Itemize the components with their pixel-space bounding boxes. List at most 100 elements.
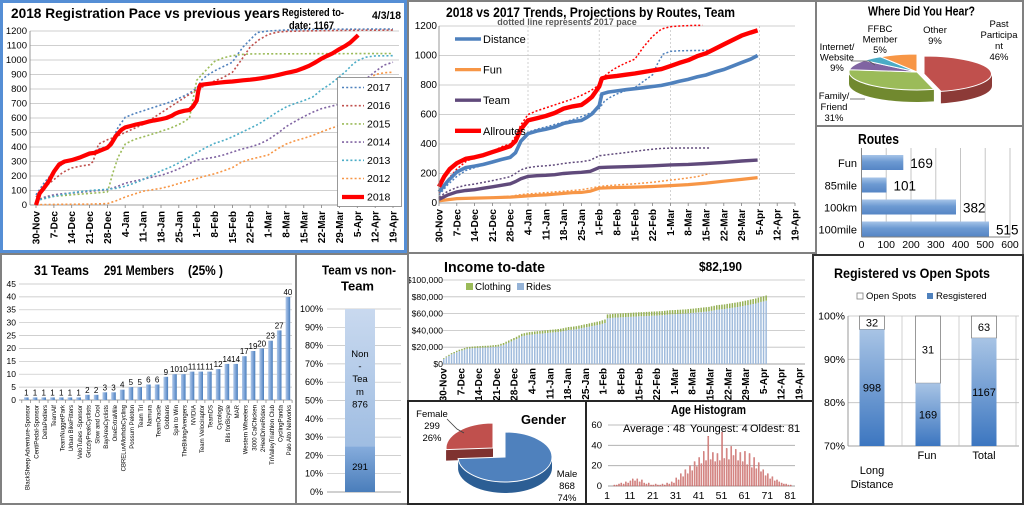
svg-text:60: 60 xyxy=(591,420,602,431)
svg-text:10: 10 xyxy=(7,369,17,379)
svg-text:18-Jan: 18-Jan xyxy=(563,368,574,400)
svg-text:19-Apr: 19-Apr xyxy=(791,209,802,241)
svg-text:30-Nov: 30-Nov xyxy=(32,211,43,245)
svg-text:11: 11 xyxy=(624,490,635,502)
svg-text:25-Jan: 25-Jan xyxy=(581,368,592,400)
svg-text:Team: Team xyxy=(483,95,510,107)
svg-text:TheBikingAvengers: TheBikingAvengers xyxy=(183,405,189,457)
svg-text:Allroutes: Allroutes xyxy=(483,126,526,138)
svg-text:Male: Male xyxy=(557,469,578,480)
svg-text:300: 300 xyxy=(11,157,27,168)
svg-text:20: 20 xyxy=(7,343,17,353)
svg-text:30-Nov: 30-Nov xyxy=(435,209,446,243)
svg-text:FFBC: FFBC xyxy=(868,24,893,35)
svg-text:0: 0 xyxy=(431,198,437,209)
svg-text:29-Mar: 29-Mar xyxy=(741,368,752,400)
svg-text:291: 291 xyxy=(352,462,368,473)
svg-text:40: 40 xyxy=(7,292,17,302)
svg-text:2013: 2013 xyxy=(367,155,391,167)
svg-text:600: 600 xyxy=(11,113,27,124)
svg-text:Team vs non-: Team vs non- xyxy=(322,263,396,278)
svg-text:5: 5 xyxy=(137,378,142,387)
svg-text:Gobbans: Gobbans xyxy=(165,405,171,429)
svg-text:7-Dec: 7-Dec xyxy=(456,368,467,396)
svg-text:291 Members: 291 Members xyxy=(104,263,174,278)
svg-text:1: 1 xyxy=(50,388,55,397)
svg-text:40: 40 xyxy=(283,288,292,297)
svg-text:Team Trl: Team Trl xyxy=(139,405,145,428)
svg-text:9: 9 xyxy=(164,368,169,377)
svg-text:5: 5 xyxy=(11,382,16,392)
svg-text:15-Feb: 15-Feb xyxy=(228,211,239,243)
svg-text:2018 vs 2017 Trends, Projectio: 2018 vs 2017 Trends, Projections by Rout… xyxy=(446,5,735,20)
svg-text:1: 1 xyxy=(59,388,64,397)
svg-text:29-Mar: 29-Mar xyxy=(737,209,748,241)
svg-text:9%: 9% xyxy=(830,63,844,74)
svg-text:21-Dec: 21-Dec xyxy=(488,209,499,242)
svg-text:31 Teams: 31 Teams xyxy=(34,263,89,278)
svg-text:2HeelDriveRiders: 2HeelDriveRiders xyxy=(261,405,267,452)
svg-text:1000: 1000 xyxy=(415,51,438,62)
svg-text:32: 32 xyxy=(866,318,878,330)
svg-text:11-Jan: 11-Jan xyxy=(545,368,556,399)
svg-text:date: 1167: date: 1167 xyxy=(289,20,334,32)
svg-text:800: 800 xyxy=(420,80,437,91)
svg-text:8-Feb: 8-Feb xyxy=(617,368,628,395)
svg-text:29-Mar: 29-Mar xyxy=(335,211,346,243)
svg-text:2: 2 xyxy=(94,386,99,395)
svg-text:Registered vs Open Spots: Registered vs Open Spots xyxy=(834,266,990,281)
svg-text:2: 2 xyxy=(85,386,90,395)
svg-text:1: 1 xyxy=(68,388,73,397)
svg-text:0: 0 xyxy=(11,395,16,405)
svg-text:5: 5 xyxy=(129,378,134,387)
svg-text:600: 600 xyxy=(420,110,437,121)
svg-text:25-Jan: 25-Jan xyxy=(577,209,588,241)
svg-text:Where Did You Hear?: Where Did You Hear? xyxy=(868,5,975,19)
svg-text:Long: Long xyxy=(860,465,884,477)
svg-text:31: 31 xyxy=(670,490,682,502)
svg-text:40: 40 xyxy=(591,440,602,451)
svg-text:19-Apr: 19-Apr xyxy=(389,211,400,243)
svg-text:NVIDIA: NVIDIA xyxy=(191,405,197,425)
svg-text:515: 515 xyxy=(996,223,1019,238)
svg-text:Distance: Distance xyxy=(483,34,526,46)
svg-text:31%: 31% xyxy=(824,113,844,124)
svg-text:$80,000: $80,000 xyxy=(412,292,444,302)
svg-text:400: 400 xyxy=(11,142,27,153)
svg-text:300: 300 xyxy=(927,239,945,251)
svg-text:15: 15 xyxy=(7,356,17,366)
svg-text:Resgistered: Resgistered xyxy=(936,291,987,302)
svg-text:500: 500 xyxy=(11,128,27,139)
svg-text:60%: 60% xyxy=(305,377,323,387)
svg-text:TeamOracle: TeamOracle xyxy=(156,404,162,437)
svg-text:2018 Registration Pace vs prev: 2018 Registration Pace vs previous years xyxy=(11,5,280,21)
svg-text:TeamNuggetPark: TeamNuggetPark xyxy=(60,404,66,451)
svg-text:11-Jan: 11-Jan xyxy=(541,209,552,240)
svg-text:20: 20 xyxy=(591,461,602,472)
svg-text:CBRELuvMorhdaCycling: CBRELuvMorhdaCycling xyxy=(122,405,128,471)
svg-text:998: 998 xyxy=(863,383,881,395)
svg-text:$60,000: $60,000 xyxy=(412,309,444,319)
svg-text:Non: Non xyxy=(351,349,368,360)
svg-text:1200: 1200 xyxy=(415,21,438,32)
svg-text:35: 35 xyxy=(7,305,17,315)
svg-text:400: 400 xyxy=(420,139,437,150)
svg-text:20%: 20% xyxy=(305,450,323,460)
svg-text:Routes: Routes xyxy=(858,131,899,148)
svg-text:CentiPedal-Sponsor: CentiPedal-Sponsor xyxy=(34,405,40,459)
svg-text:1: 1 xyxy=(41,388,46,397)
svg-text:12-Apr: 12-Apr xyxy=(777,368,788,400)
svg-text:28-Dec: 28-Dec xyxy=(510,368,521,400)
svg-text:1100: 1100 xyxy=(7,41,27,52)
svg-text:2016: 2016 xyxy=(367,100,391,112)
svg-text:18-Jan: 18-Jan xyxy=(156,211,167,243)
svg-text:Clothing: Clothing xyxy=(475,282,511,293)
svg-text:100mile: 100mile xyxy=(818,225,857,237)
svg-text:1-Mar: 1-Mar xyxy=(666,209,677,236)
svg-text:1167: 1167 xyxy=(972,387,996,399)
svg-text:3000 CalChicken: 3000 CalChicken xyxy=(252,405,258,451)
svg-text:14: 14 xyxy=(222,355,231,364)
svg-text:Fun: Fun xyxy=(918,450,937,462)
svg-text:Urban BikeFitters: Urban BikeFitters xyxy=(69,405,75,451)
svg-text:GrizzlyPeakCyclists: GrizzlyPeakCyclists xyxy=(87,405,93,458)
